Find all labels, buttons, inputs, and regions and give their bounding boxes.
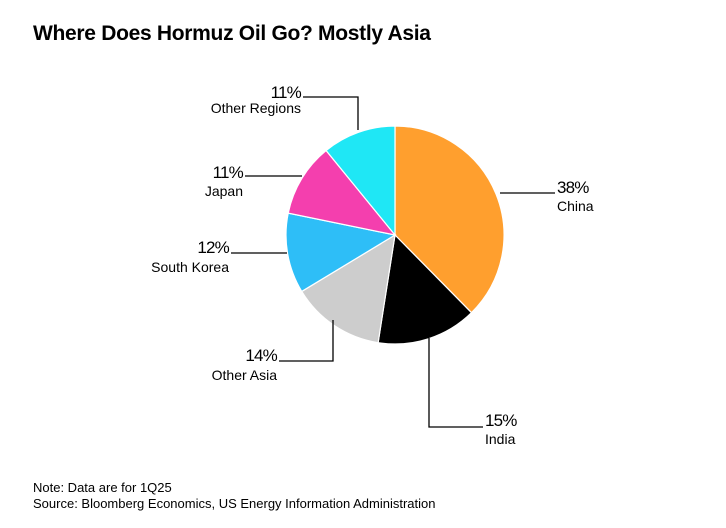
category-label-china: China [557, 198, 594, 214]
value-label-south-korea: 12% [197, 238, 229, 257]
chart-note: Note: Data are for 1Q25 [33, 480, 172, 495]
value-label-other-regions: 11% [271, 83, 302, 102]
pie-slice-south-korea [285, 212, 397, 293]
leader-lines [231, 96, 555, 428]
value-label-japan: 11% [213, 163, 244, 182]
chart-title: Where Does Hormuz Oil Go? Mostly Asia [33, 22, 431, 45]
pie-slice-japan [287, 149, 397, 236]
value-label-china: 38% [557, 178, 589, 197]
leader-line-other-asia [279, 320, 334, 362]
pie-slice-china [394, 125, 505, 314]
category-label-other-regions: Other Regions [211, 100, 301, 116]
leader-line-india [428, 338, 483, 428]
category-label-india: India [485, 431, 516, 447]
category-label-other-asia: Other Asia [212, 367, 278, 383]
pie-slices [285, 125, 505, 345]
value-label-india: 15% [485, 411, 517, 430]
leader-line-other-regions [303, 96, 359, 130]
category-label-south-korea: South Korea [151, 259, 229, 275]
value-label-other-asia: 14% [245, 346, 277, 365]
pie-slice-other-regions [325, 125, 396, 237]
pie-slice-other-asia [300, 233, 396, 344]
chart-source: Source: Bloomberg Economics, US Energy I… [33, 496, 436, 511]
category-label-japan: Japan [205, 183, 243, 199]
slice-labels: 38%China 15%India 14% Other Asia 12% South Ko… [151, 83, 594, 447]
